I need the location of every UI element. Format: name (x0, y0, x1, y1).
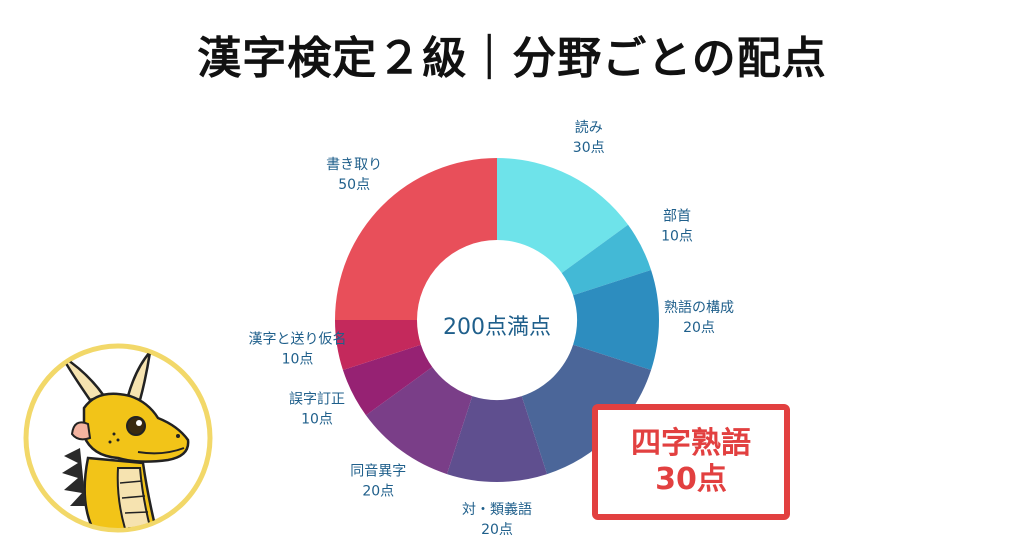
slice-value-4: 20点 (481, 522, 513, 538)
slice-label-7: 漢字と送り仮名 (248, 332, 346, 348)
slice-value-0: 30点 (573, 140, 605, 156)
callout-line1: 四字熟語 (631, 426, 751, 461)
highlight-callout: 四字熟語 30点 (592, 404, 790, 520)
slice-label-5: 同音異字 (350, 462, 406, 479)
pie-slice-6 (342, 344, 433, 416)
slice-value-8: 50点 (338, 177, 370, 193)
slice-value-5: 20点 (362, 483, 394, 499)
pie-slice-4 (446, 396, 548, 483)
pie-slice-1 (561, 224, 652, 296)
pie-slice-2 (573, 269, 659, 371)
slice-value-6: 10点 (301, 412, 333, 428)
slice-label-2: 熟語の構成 (664, 300, 734, 316)
slice-label-6: 誤字訂正 (289, 392, 345, 408)
pie-slice-7 (335, 320, 421, 371)
chart-labels: 読み30点部首10点熟語の構成20点対・類義語20点同音異字20点誤字訂正10点… (248, 119, 734, 538)
slice-value-1: 10点 (661, 228, 693, 244)
slice-label-8: 書き取り (326, 157, 382, 173)
slice-label-0: 読み (575, 119, 603, 136)
chart-slices (335, 158, 659, 483)
center-label: 200点満点 (443, 315, 551, 340)
pie-slice-5 (365, 367, 473, 475)
pie-slice-3 (521, 344, 652, 475)
page-title: 漢字検定２級｜分野ごとの配点 (197, 33, 827, 84)
pie-slice-8 (335, 158, 497, 320)
pie-slice-0 (497, 158, 629, 273)
slice-label-4: 対・類義語 (462, 501, 532, 518)
dragon-mascot-icon (23, 343, 213, 533)
slice-value-7: 10点 (282, 352, 314, 368)
callout-line2: 30点 (655, 462, 727, 497)
slice-label-1: 部首 (663, 208, 691, 224)
slice-value-2: 20点 (683, 320, 715, 336)
